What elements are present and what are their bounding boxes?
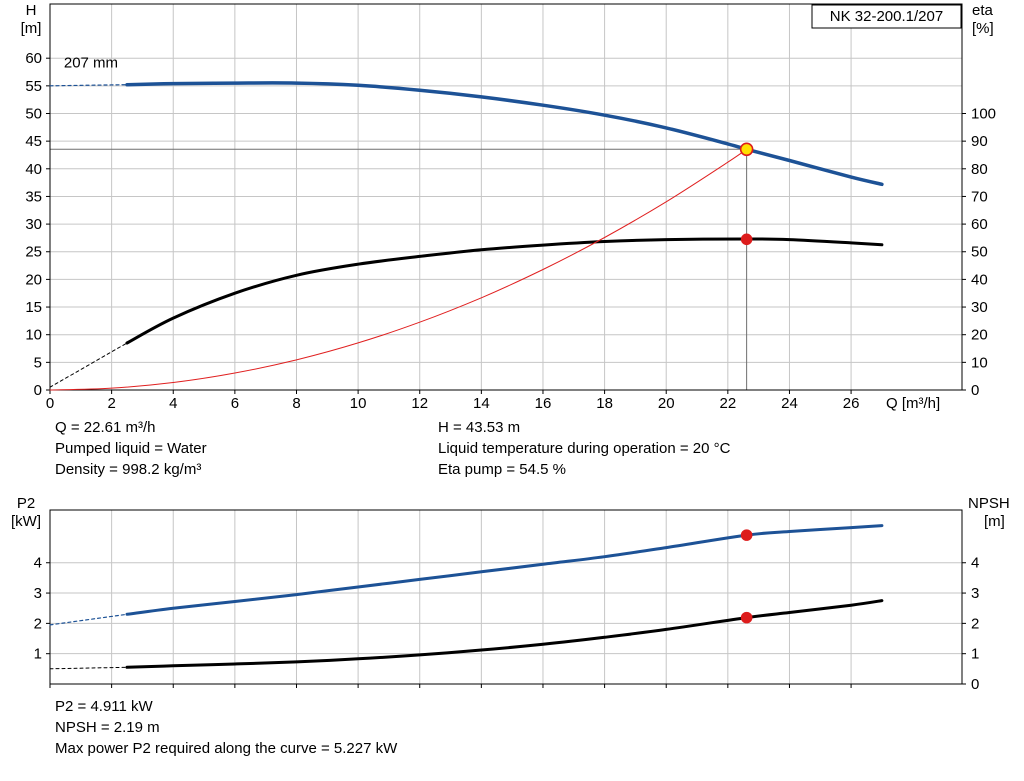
impeller-diameter-label: 207 mm bbox=[64, 55, 118, 72]
y-left-tick-label: 10 bbox=[25, 327, 42, 344]
y-left-tick-label: 50 bbox=[25, 105, 42, 122]
liquid-temperature-text: Liquid temperature during operation = 20… bbox=[438, 440, 731, 457]
x-axis-title: Q [m³/h] bbox=[886, 395, 940, 412]
npsh-result-text: NPSH = 2.19 m bbox=[55, 719, 160, 736]
eta-curve-extrapolated bbox=[49, 342, 128, 388]
y-left-tick-label: 25 bbox=[25, 244, 42, 261]
x-tick-label: 0 bbox=[46, 395, 54, 412]
y-left-tick-label: 1 bbox=[34, 646, 42, 663]
y-left-tick-label: 35 bbox=[25, 188, 42, 205]
y-right-tick-label: 20 bbox=[971, 327, 988, 344]
y-right-axis-title: eta bbox=[972, 2, 994, 19]
system-curve bbox=[49, 148, 748, 391]
y-right-tick-label: 1 bbox=[971, 646, 979, 663]
plot-border bbox=[49, 509, 963, 685]
p2-point-marker bbox=[740, 529, 753, 541]
p2-npsh-chart: 1 2 3 4 0 1 2 3 4 P2[kW] NPSH[m] bbox=[11, 495, 1010, 690]
eta-point-marker bbox=[740, 233, 753, 246]
duty-info-left-column: Q = 22.61 m³/h Pumped liquid = Water Den… bbox=[55, 417, 207, 480]
y-right-tick-label: 30 bbox=[971, 299, 988, 316]
y-right-tick-label: 40 bbox=[971, 271, 988, 288]
y-right-axis-title: [%] bbox=[972, 20, 994, 37]
y-left-tick-label: 3 bbox=[34, 585, 42, 602]
y-left-tick-label: 2 bbox=[34, 615, 42, 632]
y-left-tick-label: 30 bbox=[25, 216, 42, 233]
x-tick-label: 10 bbox=[350, 395, 367, 412]
y-left-tick-label: 60 bbox=[25, 50, 42, 67]
y-right-tick-label: 0 bbox=[971, 382, 979, 399]
result-text-block: P2 = 4.911 kW NPSH = 2.19 m Max power P2… bbox=[55, 696, 397, 759]
y-left-tick-label: 4 bbox=[34, 555, 42, 572]
x-tick-label: 12 bbox=[411, 395, 428, 412]
x-tick-label: 26 bbox=[843, 395, 860, 412]
duty-point-marker bbox=[739, 142, 754, 157]
y-right-tick-label: 0 bbox=[971, 676, 979, 690]
y-left-tick-label: 55 bbox=[25, 78, 42, 95]
x-tick-label: 4 bbox=[169, 395, 177, 412]
y-right-tick-label: 4 bbox=[971, 555, 979, 572]
head-curve-extrapolated bbox=[49, 84, 128, 87]
duty-flow-text: Q = 22.61 m³/h bbox=[55, 419, 156, 436]
y-right-tick-label: 60 bbox=[971, 216, 988, 233]
y-left-axis-title: [kW] bbox=[11, 513, 41, 530]
duty-head-text: H = 43.53 m bbox=[438, 419, 521, 436]
density-text: Density = 998.2 kg/m³ bbox=[55, 461, 202, 478]
y-left-tick-label: 20 bbox=[25, 271, 42, 288]
pumped-liquid-text: Pumped liquid = Water bbox=[55, 440, 207, 457]
x-tick-label: 22 bbox=[719, 395, 736, 412]
head-curve bbox=[125, 81, 884, 187]
y-left-tick-label: 40 bbox=[25, 161, 42, 178]
y-left-tick-label: 5 bbox=[34, 354, 42, 371]
x-tick-label: 14 bbox=[473, 395, 490, 412]
x-tick-label: 6 bbox=[231, 395, 239, 412]
y-right-tick-label: 3 bbox=[971, 585, 979, 602]
x-tick-label: 8 bbox=[292, 395, 300, 412]
y-right-tick-label: 70 bbox=[971, 188, 988, 205]
p2-curve bbox=[125, 524, 884, 616]
y-right-tick-label: 80 bbox=[971, 161, 988, 178]
qh-eta-chart: 0510152025303540455055600102030405060708… bbox=[21, 2, 996, 412]
y-right-tick-label: 100 bbox=[971, 105, 996, 122]
y-right-tick-label: 10 bbox=[971, 354, 988, 371]
y-left-tick-label: 15 bbox=[25, 299, 42, 316]
plot-border bbox=[49, 3, 963, 391]
max-power-result-text: Max power P2 required along the curve = … bbox=[55, 740, 398, 757]
p2-curve-extrapolated bbox=[49, 613, 128, 626]
x-tick-label: 18 bbox=[596, 395, 613, 412]
y-left-tick-label: 45 bbox=[25, 133, 42, 150]
y-right-tick-label: 50 bbox=[971, 244, 988, 261]
x-tick-label: 16 bbox=[535, 395, 552, 412]
y-left-axis-title: P2 bbox=[17, 495, 35, 512]
y-right-tick-label: 2 bbox=[971, 615, 979, 632]
y-right-axis-title: NPSH bbox=[968, 495, 1010, 512]
duty-info-right-column: H = 43.53 m Liquid temperature during op… bbox=[438, 417, 730, 480]
x-tick-label: 20 bbox=[658, 395, 675, 412]
y-left-axis-title: [m] bbox=[21, 20, 42, 37]
p2-result-text: P2 = 4.911 kW bbox=[55, 698, 153, 715]
y-left-axis-title: H bbox=[26, 2, 37, 19]
pump-name-box bbox=[811, 4, 962, 29]
eta-pump-text: Eta pump = 54.5 % bbox=[438, 461, 566, 478]
x-tick-label: 2 bbox=[107, 395, 115, 412]
pump-name-label: NK 32-200.1/207 bbox=[830, 8, 943, 25]
npsh-curve bbox=[125, 599, 884, 669]
npsh-curve-extrapolated bbox=[49, 666, 128, 670]
x-tick-label: 24 bbox=[781, 395, 798, 412]
eta-curve bbox=[125, 237, 884, 345]
y-left-tick-label: 0 bbox=[34, 382, 42, 399]
y-right-axis-title: [m] bbox=[984, 513, 1005, 530]
npsh-point-marker bbox=[740, 611, 753, 624]
y-right-tick-label: 90 bbox=[971, 133, 988, 150]
